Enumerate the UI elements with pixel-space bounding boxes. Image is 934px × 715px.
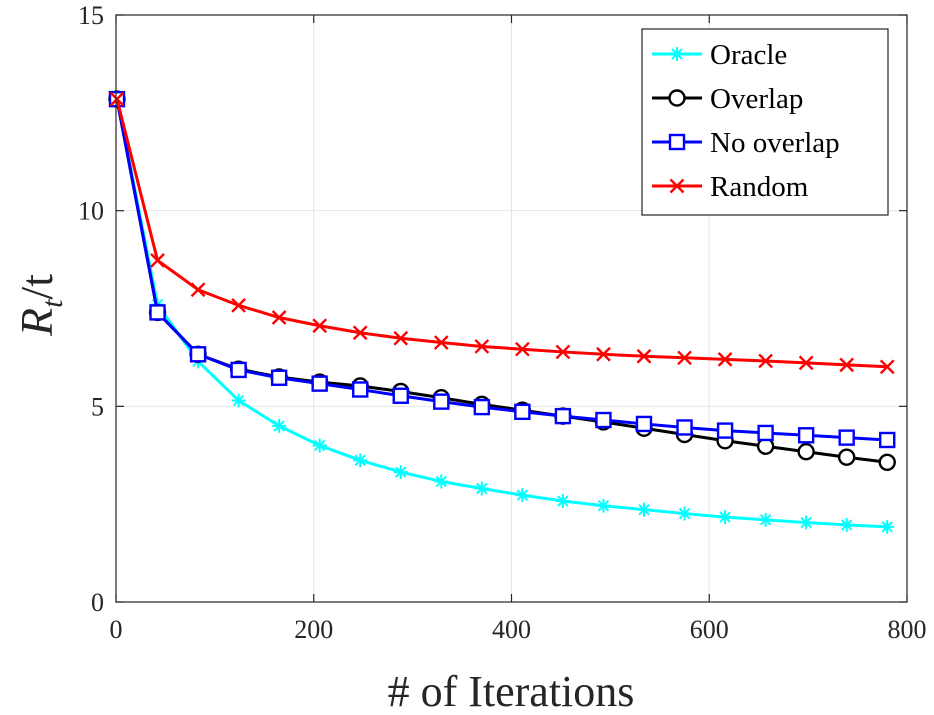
data-point [798,355,814,371]
data-point [758,353,773,369]
legend-marker [669,178,685,194]
data-point [717,352,733,367]
data-point [554,407,572,425]
legend-item-overlap: Overlap [652,83,803,115]
series-random [109,91,895,375]
legend-label: No overlap [710,127,840,159]
legend-item-no-overlap: No overlap [652,127,840,159]
y-axis-label-suffix: /t [11,274,62,300]
data-point [797,443,815,461]
legend-label: Oracle [710,39,787,71]
data-point [797,427,815,444]
legend-marker [668,89,686,107]
data-point [596,346,611,362]
y-axis-label-main: R [11,308,62,337]
data-point [271,310,287,325]
data-point [676,419,693,436]
data-point [718,510,733,525]
data-point [837,448,856,466]
data-point [474,339,490,354]
data-point [839,517,854,532]
data-point [392,387,409,404]
data-point [595,411,612,429]
data-point [352,325,368,341]
data-point [677,506,692,521]
data-point [799,515,814,530]
data-point [149,304,166,321]
y-tick-label: 0 [91,588,104,617]
data-point [839,357,855,373]
data-point [515,341,530,357]
data-point [757,424,774,442]
data-point [393,330,409,346]
legend: Oracle Overlap No overlap Random [641,28,889,216]
data-point [189,346,207,363]
data-point [231,298,246,313]
data-point [880,519,895,534]
data-point [190,282,206,298]
legend-item-oracle: Oracle [652,39,787,71]
ticks: 0 200 400 600 800 0 5 10 15 [78,1,927,644]
data-point [433,393,450,410]
data-point [272,418,287,433]
data-point [434,474,449,489]
series-layer [108,90,896,534]
legend-label: Random [710,171,809,203]
legend-box [641,28,889,216]
data-point [311,375,328,392]
data-point [433,335,449,350]
data-point [312,438,327,453]
data-point [555,344,571,360]
data-point [352,381,369,398]
x-tick-label: 0 [110,615,123,644]
data-point [231,393,246,408]
data-point [878,453,896,471]
x-axis-label: # of Iterations [388,667,635,715]
x-tick-label: 200 [294,615,333,644]
data-point [270,369,288,386]
data-point [879,359,895,375]
y-tick-label: 5 [91,392,104,421]
data-point [838,429,855,446]
data-point [393,465,408,480]
data-point [312,318,328,334]
y-axis-label: Rt/t [11,274,69,337]
x-tick-label: 800 [888,615,927,644]
data-point [635,415,653,433]
data-point [677,350,692,366]
data-point [150,253,165,268]
series-no-overlap [108,90,896,449]
data-point [230,361,247,379]
data-point [716,422,734,439]
y-tick-label: 10 [78,197,104,226]
data-point [636,502,651,517]
x-tick-label: 400 [492,615,531,644]
data-point [596,498,611,513]
data-point [514,403,531,421]
data-point [758,512,773,527]
data-point [555,494,570,509]
legend-item-random: Random [652,171,809,203]
x-tick-label: 600 [690,615,729,644]
legend-label: Overlap [710,83,803,115]
data-point [353,453,368,468]
data-point [474,481,489,496]
data-point [879,431,896,449]
data-point [515,488,530,503]
y-tick-label: 15 [78,1,104,30]
series-line [115,98,888,369]
data-point [636,348,652,364]
data-point [473,398,491,416]
data-point [109,91,125,107]
legend-marker [670,47,684,61]
y-axis-label-sub: t [36,299,69,308]
legend-marker [668,133,686,151]
